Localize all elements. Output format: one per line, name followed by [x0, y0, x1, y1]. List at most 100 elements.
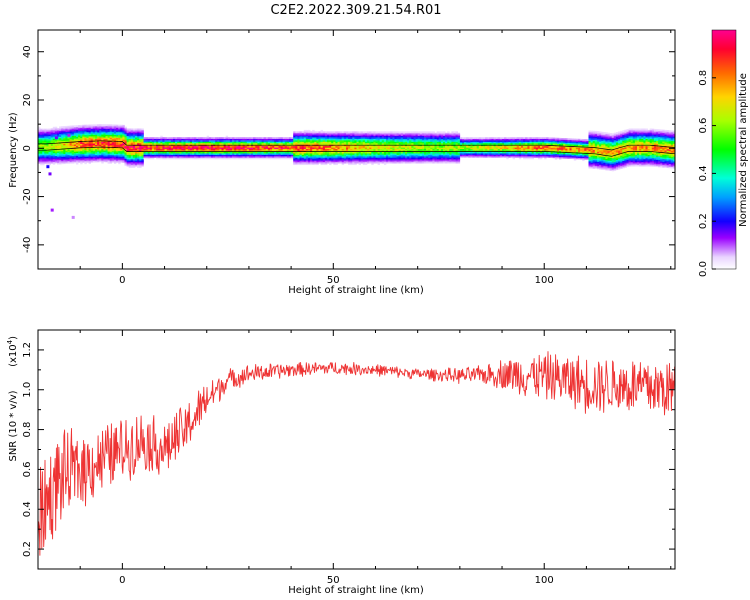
spectrogram-cell [225, 137, 229, 139]
spectrogram-cell [567, 142, 570, 145]
spectrogram-cell [255, 156, 258, 158]
spectrogram-cell [428, 161, 431, 164]
spectrogram-cell [525, 153, 528, 155]
spectrogram-cell [40, 144, 43, 147]
spectrogram-cell [388, 141, 391, 144]
spectrogram-cell [299, 145, 302, 148]
spectrogram-cell [61, 156, 64, 159]
spectrogram-cell [52, 150, 56, 152]
spectrogram-cell [116, 155, 119, 157]
spectrogram-cell [88, 127, 92, 130]
spectrogram-cell [130, 156, 134, 158]
spectrogram-cell [95, 143, 98, 145]
spectrogram-cell [263, 137, 267, 139]
spectrogram-cell [322, 148, 326, 151]
spectrogram-cell [78, 158, 81, 161]
spectrogram-cell [375, 145, 378, 148]
spectrogram-cell [510, 154, 513, 157]
spectrogram-cell [103, 157, 106, 160]
spectrogram-cell [120, 124, 123, 127]
spectrogram-cell [440, 156, 444, 158]
spectrogram-cell [103, 148, 106, 151]
spectrogram-cell [86, 153, 89, 156]
spectrogram-cell [135, 156, 138, 158]
spectrogram-cell [111, 156, 115, 159]
spectrogram-cell [158, 137, 161, 139]
spectrogram-cell [57, 155, 60, 158]
spectrogram-cell [160, 140, 163, 142]
spectrogram-cell [38, 136, 41, 138]
spectrogram-cell [320, 134, 324, 137]
spectrogram-cell [124, 155, 127, 158]
spectrogram-cell [377, 157, 381, 160]
spectrogram-cell [510, 137, 513, 139]
spectrogram-cell [293, 134, 296, 137]
spectrogram-cell [299, 160, 302, 163]
spectrogram-cell [107, 153, 111, 156]
spectrogram-cell [386, 148, 389, 151]
spectrogram-cell [111, 126, 115, 128]
spectrogram-cell [84, 159, 87, 162]
spectrogram-cell [407, 143, 410, 145]
spectrogram-cell [183, 143, 186, 145]
spectrogram-cell [147, 140, 151, 142]
spectrogram-cell [453, 140, 456, 142]
spectrogram-cell [196, 140, 199, 142]
spectrogram-cell [101, 135, 104, 138]
spectrogram-cell [358, 158, 362, 161]
spectrogram-cell [63, 160, 66, 163]
spectrogram-cell [204, 143, 208, 145]
spectrogram-cell [38, 154, 41, 157]
spectrogram-cell [170, 137, 174, 139]
spectrogram-cell [80, 155, 83, 158]
spectrogram-cell [324, 134, 328, 137]
spectrogram-cell [559, 142, 562, 144]
spectrogram-cell [240, 143, 243, 145]
spectrogram-cell [168, 143, 172, 145]
spectrogram-cell [76, 155, 79, 158]
spectrogram-cell [257, 148, 260, 151]
spectrogram-cell [90, 156, 94, 159]
spectrogram-cell [428, 156, 431, 158]
spectrogram-cell [367, 131, 370, 134]
spectrogram-cell [506, 156, 509, 158]
spectrogram-cell [322, 156, 326, 158]
spectrogram-cell [396, 138, 400, 141]
spectrogram-cell [573, 147, 577, 150]
spectrogram-cell [337, 153, 340, 155]
spectrogram-cell [128, 131, 132, 134]
spectrogram-cell [116, 147, 119, 150]
spectrogram-cell [151, 137, 155, 139]
spectrogram-cell [495, 140, 499, 142]
spectrogram-cell [280, 140, 284, 142]
spectrogram-cell [73, 161, 77, 164]
spectrogram-cell [126, 135, 130, 138]
spectrogram-cell [362, 154, 366, 157]
spectrogram-cell [476, 138, 480, 141]
spectrogram-cell [346, 132, 349, 135]
spectrogram-cell [426, 158, 429, 161]
spectrogram-cell [42, 157, 45, 160]
spectrogram-cell [440, 157, 444, 160]
spectrogram-cell [44, 156, 47, 159]
spectrogram-cell [130, 160, 134, 163]
spectrogram-cell [308, 131, 311, 134]
spectrogram-cell [73, 131, 77, 133]
spectrogram-cell [295, 132, 298, 135]
spectrogram-cell [124, 135, 127, 138]
spectrogram-cell [206, 135, 210, 138]
spectrogram-cell [185, 157, 189, 160]
spectrogram-cell [565, 154, 568, 156]
spectrogram-cell [358, 138, 362, 141]
spectrogram-cell [86, 130, 89, 133]
spectrogram-cell [480, 148, 484, 151]
spectrogram-cell [377, 147, 381, 150]
spectrogram-cell [118, 158, 121, 160]
spectrogram-cell [276, 140, 279, 142]
spectrogram-cell [449, 156, 452, 158]
spectrogram-cell [388, 143, 391, 145]
spectrogram-cell [578, 150, 581, 153]
spectrogram-cell [86, 158, 89, 160]
spectrogram-cell [50, 131, 54, 134]
spectrogram-cell [139, 156, 142, 158]
